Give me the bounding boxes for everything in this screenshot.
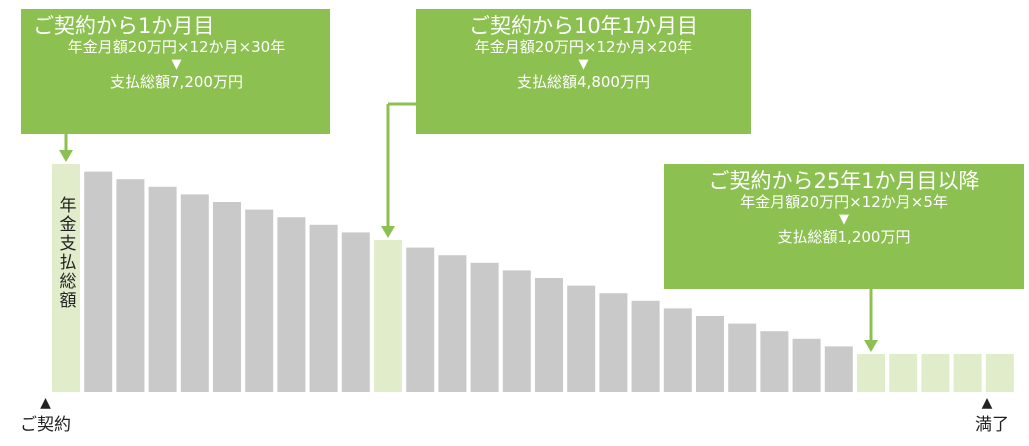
- callout-month-1: ご契約から1か月目 年金月額20万円×12か月×30年 ▼ 支払総額7,200万…: [21, 9, 330, 134]
- bar-18: [631, 300, 660, 392]
- bar-20: [696, 316, 724, 392]
- bar-8: [309, 224, 338, 392]
- bar-9: [341, 232, 370, 392]
- bar-5: [213, 202, 241, 392]
- callout-total: 支払総額1,200万円: [777, 228, 911, 247]
- bar-2: [116, 179, 145, 392]
- bar-27: [921, 354, 950, 392]
- callout-formula: 年金月額20万円×12か月×20年: [474, 38, 693, 57]
- bar-22: [760, 331, 789, 392]
- down-triangle-icon: ▼: [578, 56, 589, 72]
- callout-year-25: ご契約から25年1か月目以降 年金月額20万円×12か月×5年 ▼ 支払総額1,…: [664, 164, 1024, 289]
- bar-21: [728, 323, 757, 392]
- bar-6: [245, 209, 274, 392]
- callout-total: 支払総額4,800万円: [517, 73, 650, 92]
- bar-1: [84, 171, 113, 392]
- pointer-arrow-3-icon: [864, 340, 878, 352]
- bar-12: [438, 255, 467, 392]
- callout-year-10: ご契約から10年1か月目 年金月額20万円×12か月×20年 ▼ 支払総額4,8…: [416, 9, 751, 134]
- y-axis-label: 年金支払総額: [55, 196, 76, 310]
- up-triangle-icon: ▲: [40, 395, 51, 411]
- contract-end-marker: ▲ 満了: [975, 396, 1029, 435]
- bar-15: [535, 278, 563, 392]
- down-triangle-icon: ▼: [839, 211, 849, 227]
- bar-11: [406, 247, 435, 392]
- bar-19: [663, 308, 692, 392]
- contract-start-marker: ▲ ご契約: [20, 396, 71, 435]
- bar-0: [52, 164, 80, 392]
- callout-formula: 年金月額20万円×12か月×30年: [67, 38, 286, 57]
- callout-title: ご契約から1か月目: [33, 14, 215, 38]
- bar-7: [277, 217, 306, 392]
- bar-16: [567, 285, 596, 392]
- contract-start-label: ご契約: [20, 415, 71, 435]
- pointer-arrow-1-icon: [59, 150, 73, 162]
- bar-29: [985, 354, 1014, 392]
- bar-23: [792, 338, 821, 392]
- bar-17: [599, 293, 628, 392]
- bar-26: [889, 354, 918, 392]
- up-triangle-icon: ▲: [981, 396, 993, 411]
- down-triangle-icon: ▼: [171, 56, 182, 72]
- bar-3: [148, 186, 177, 392]
- bar-24: [824, 346, 853, 392]
- callout-title: ご契約から25年1か月目以降: [708, 169, 980, 193]
- bar-13: [470, 262, 499, 392]
- bar-25: [857, 354, 885, 392]
- callout-formula: 年金月額20万円×12か月×5年: [740, 193, 948, 212]
- pointer-arrow-2-icon: [381, 226, 395, 238]
- bar-14: [502, 270, 531, 392]
- bar-4: [180, 194, 209, 392]
- callout-total: 支払総額7,200万円: [110, 73, 243, 92]
- bar-28: [953, 354, 982, 392]
- contract-end-label: 満了: [975, 415, 1009, 435]
- bar-10: [374, 240, 402, 392]
- callout-title: ご契約から10年1か月目: [468, 14, 699, 38]
